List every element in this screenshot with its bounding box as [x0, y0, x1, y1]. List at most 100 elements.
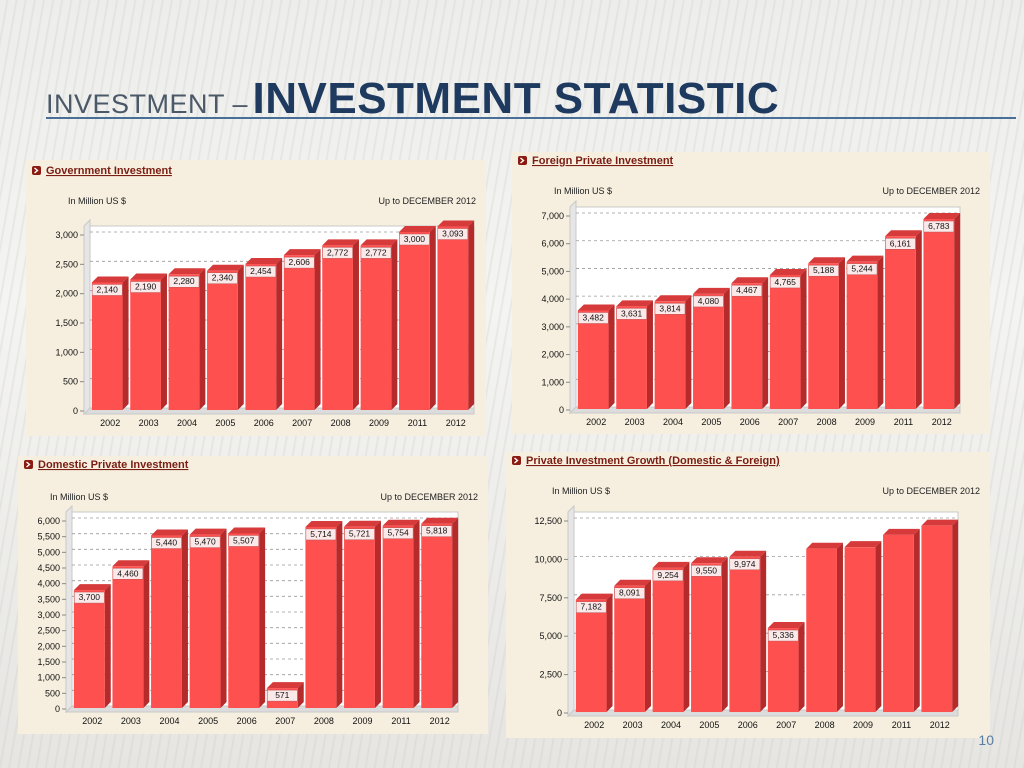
bar-side: [954, 213, 961, 409]
y-tick-label: 0: [559, 405, 564, 415]
bar-front: [883, 534, 914, 712]
bar-side: [143, 560, 150, 708]
bar-top: [921, 519, 959, 526]
bar-top: [729, 550, 767, 557]
bar-front: [437, 226, 469, 410]
bar-top: [399, 226, 436, 232]
x-tick-label: 2006: [740, 417, 760, 427]
bar-front: [923, 219, 955, 409]
bullet-arrow-icon: [518, 156, 527, 165]
data-label-box: [691, 565, 722, 577]
chart-panel-government-investment: Government Investment In Million US $ Up t…: [26, 160, 486, 436]
x-tick-label: 2011: [894, 417, 913, 427]
data-label-box: [769, 276, 801, 289]
bullet-arrow-icon: [512, 456, 521, 465]
bar-front: [729, 556, 761, 712]
bar-top: [322, 239, 359, 246]
bar: 2,190: [130, 273, 167, 410]
bar: 2,340: [207, 264, 244, 410]
y-tick-label: 0: [557, 708, 562, 718]
data-label-box: [91, 284, 123, 296]
x-tick-label: 2008: [817, 417, 837, 427]
bar-side: [104, 584, 111, 708]
bar: 2,772: [322, 239, 359, 410]
bar: 4,765: [769, 268, 807, 409]
bar-side: [800, 268, 807, 409]
data-label: 2,340: [212, 273, 234, 283]
x-tick-label: 2003: [625, 417, 645, 427]
x-tick-label: 2003: [121, 716, 141, 726]
data-label: 6,161: [890, 238, 912, 248]
bar: 5,818: [421, 517, 459, 708]
data-label-box: [654, 303, 686, 315]
bar-side: [429, 226, 436, 410]
bar-front: [846, 261, 878, 409]
bar-front: [151, 535, 182, 708]
x-tick-label: 2005: [701, 417, 721, 427]
plot-side-wall: [83, 218, 91, 416]
data-label: 5,754: [387, 528, 409, 538]
data-label-box: [151, 537, 182, 549]
unit-label: In Million US $: [554, 186, 612, 196]
bar-front: [806, 548, 837, 712]
data-label-box: [344, 528, 375, 540]
x-tick-label: 2012: [430, 716, 450, 726]
bar-top: [207, 264, 244, 271]
data-label: 5,507: [233, 535, 255, 545]
bar-side: [276, 258, 283, 410]
bar-front: [228, 533, 260, 708]
bar-top: [283, 249, 321, 256]
bar-side: [644, 579, 651, 712]
y-tick-label: 500: [63, 377, 78, 387]
bar-top: [575, 593, 613, 600]
data-label-box: [575, 601, 607, 613]
y-tick-label: 10,000: [534, 554, 562, 564]
data-label-box: [189, 536, 221, 548]
bar: [921, 519, 959, 712]
bar-side: [452, 517, 459, 708]
bar: 3,482: [577, 304, 615, 409]
bar: 571: [266, 682, 304, 708]
data-label: 5,244: [851, 264, 873, 274]
data-label: 8,091: [619, 588, 641, 598]
bar: 5,244: [846, 255, 884, 409]
bar-top: [73, 584, 111, 591]
bar-front: [130, 279, 161, 410]
x-tick-label: 2002: [82, 716, 102, 726]
bar-front: [91, 282, 123, 410]
chart-title: Foreign Private Investment: [532, 155, 674, 167]
bar-side: [199, 268, 206, 410]
chart-panel-domestic-private-investment: Domestic Private Investment In Million US…: [18, 456, 488, 734]
bar-side: [838, 257, 845, 409]
x-tick-label: 2003: [623, 720, 643, 730]
bar-front: [112, 566, 144, 708]
bar-top: [844, 541, 882, 548]
data-label-box: [360, 247, 392, 259]
chart-svg-domestic-private-investment: Domestic Private Investment In Million US…: [24, 459, 478, 726]
bar-top: [112, 560, 150, 567]
plot-side-wall: [65, 504, 73, 714]
data-label-box: [112, 568, 144, 580]
x-tick-label: 2002: [586, 417, 606, 427]
period-label: Up to DECEMBER 2012: [882, 186, 980, 196]
bar-side: [877, 255, 884, 409]
chart-title: Government Investment: [46, 165, 172, 177]
bar-side: [259, 527, 266, 708]
bar-top: [691, 557, 728, 564]
x-tick-label: 2004: [159, 716, 179, 726]
bar-front: [652, 567, 684, 712]
y-tick-label: 1,000: [541, 377, 564, 387]
x-tick-label: 2004: [663, 417, 683, 427]
x-tick-label: 2011: [408, 418, 427, 428]
bar-front: [769, 274, 801, 409]
bar-side: [760, 550, 767, 712]
bar: 6,161: [885, 230, 922, 409]
bar: 2,140: [91, 276, 129, 410]
y-tick-label: 7,500: [539, 593, 562, 603]
bar-side: [952, 519, 959, 712]
y-tick-label: 12,500: [534, 516, 562, 526]
bar: 9,254: [652, 561, 690, 712]
y-tick-label: 1,000: [55, 347, 78, 357]
plot-side-wall: [567, 504, 575, 718]
bar-front: [614, 585, 645, 712]
